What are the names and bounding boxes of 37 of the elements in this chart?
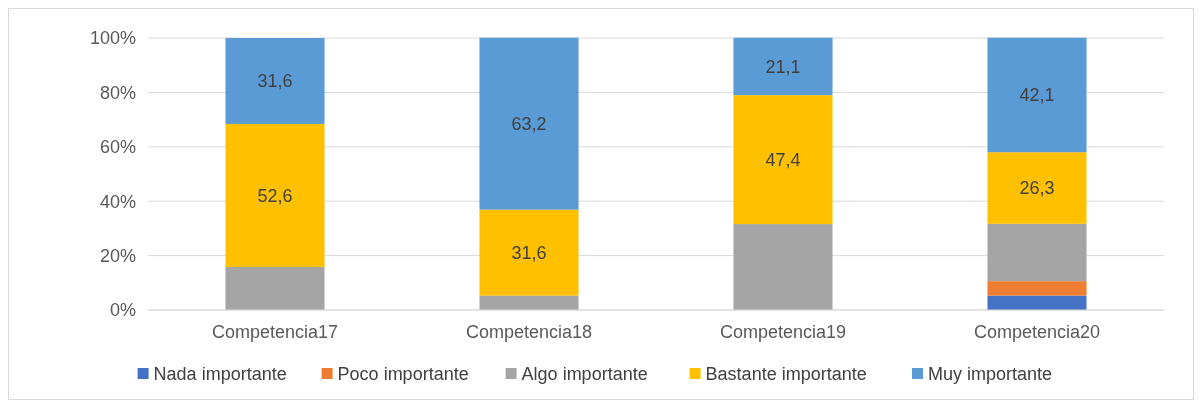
bar bbox=[987, 281, 1087, 296]
bar bbox=[225, 38, 325, 124]
data-label: 52,6 bbox=[257, 185, 293, 206]
y-tick-label: 0% bbox=[109, 300, 136, 321]
x-tick-label: Competencia20 bbox=[973, 322, 1101, 342]
bar bbox=[987, 152, 1087, 224]
x-tick-label: Competencia18 bbox=[465, 322, 593, 342]
data-label: 47,4 bbox=[765, 149, 801, 170]
bar bbox=[733, 224, 833, 310]
data-label: 31,6 bbox=[257, 71, 293, 92]
bar bbox=[987, 295, 1087, 310]
y-tick-label: 80% bbox=[99, 82, 136, 103]
y-tick-label: 40% bbox=[99, 191, 136, 212]
legend-label: Muy importante bbox=[928, 364, 1053, 385]
bar bbox=[987, 223, 1087, 282]
legend-label: Nada importante bbox=[153, 364, 287, 385]
legend-label: Bastante importante bbox=[705, 364, 867, 385]
data-label: 42,1 bbox=[1019, 85, 1055, 106]
legend-label: Algo importante bbox=[521, 364, 648, 385]
y-tick-label: 60% bbox=[99, 137, 136, 158]
bar bbox=[479, 295, 579, 310]
bar bbox=[479, 209, 579, 296]
x-tick-label: Competencia17 bbox=[211, 322, 339, 342]
data-label: 31,6 bbox=[511, 242, 547, 263]
bar bbox=[479, 37, 579, 210]
y-tick-label: 100% bbox=[89, 28, 136, 49]
data-label: 21,1 bbox=[765, 56, 801, 77]
bar bbox=[225, 267, 325, 310]
bar bbox=[225, 123, 325, 268]
bar bbox=[733, 95, 833, 225]
data-label: 63,2 bbox=[511, 113, 547, 134]
bar bbox=[987, 37, 1087, 153]
x-tick-label: Competencia19 bbox=[719, 322, 847, 342]
data-label: 26,3 bbox=[1019, 178, 1055, 199]
legend-label: Poco importante bbox=[337, 364, 469, 385]
y-tick-label: 20% bbox=[99, 245, 136, 266]
bar bbox=[733, 37, 833, 96]
